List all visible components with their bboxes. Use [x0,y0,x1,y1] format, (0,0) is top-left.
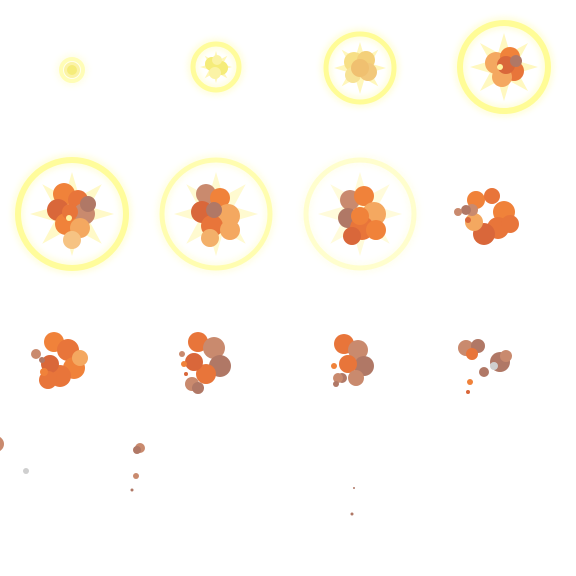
explosion-frame-10 [179,332,231,394]
smoke-cloud [348,340,368,360]
explosion-frame-12 [458,339,512,394]
debris-puff [350,512,354,516]
debris-puff [454,208,462,216]
flash-core [67,65,77,75]
fire-cloud [80,196,96,212]
glow-halo [300,154,420,274]
glow-ring [303,157,417,271]
explosion-frame-2 [187,38,245,96]
explosion-frame-13 [0,437,29,474]
fire-cloud [72,350,88,366]
explosion-frame-3 [320,28,400,108]
debris-puff [333,381,339,387]
debris-puff [331,363,337,369]
debris-puff [40,368,48,376]
glow-ring [323,31,397,105]
debris-puff [133,473,139,479]
debris-puff [130,488,134,492]
fire-cloud [62,204,78,220]
smoke-cloud [0,437,4,451]
glow-ring [159,157,273,271]
smoke-cloud [196,364,216,384]
explosion-frame-11 [331,334,374,387]
debris-puff [184,372,188,376]
debris-puff [465,217,471,223]
explosion-frame-14 [130,443,145,492]
smoke-cloud [192,382,204,394]
explosion-frame-6 [156,154,276,274]
glow-ring [457,20,551,114]
hot-spark [66,215,72,221]
flash-cloud [351,59,369,77]
hot-spark [497,64,503,70]
debris-puff [333,373,343,383]
explosion-frame-1 [56,54,88,86]
debris-puff [31,349,41,359]
flash-cloud [212,55,222,65]
glow-ring [59,57,85,83]
debris-puff [461,205,471,215]
explosion-frame-4 [454,17,554,117]
fire-cloud [366,220,386,240]
explosion-frame-8 [454,188,519,245]
smoke-cloud [339,355,357,373]
fire-cloud [220,220,240,240]
glow-ring [190,41,242,93]
debris-puff [23,468,29,474]
fire-cloud [351,207,369,225]
smoke-cloud [466,348,478,360]
debris-puff [500,350,512,362]
debris-puff [467,379,473,385]
debris-puff [39,357,45,363]
debris-puff [466,390,470,394]
debris-puff [353,487,355,489]
fire-cloud [343,227,361,245]
smoke-cloud [133,446,141,454]
smoke-cloud [188,332,208,352]
fire-cloud [206,202,222,218]
explosion-frame-7 [300,154,420,274]
flash-cloud [209,67,221,79]
smoke-cloud [203,337,225,359]
fire-cloud [63,231,81,249]
fire-cloud [201,229,219,247]
debris-puff [181,361,187,367]
explosion-frame-5 [12,154,132,274]
fire-cloud [510,55,522,67]
fire-cloud [501,215,519,233]
explosion-frame-9 [31,332,88,389]
fire-cloud [484,188,500,204]
explosion-frame-remnant [350,487,355,516]
fire-cloud [354,186,374,206]
glow-ring [15,157,129,271]
smoke-cloud [348,370,364,386]
debris-puff [490,362,498,370]
debris-puff [479,367,489,377]
debris-puff [179,351,185,357]
smoke-cloud [185,353,203,371]
